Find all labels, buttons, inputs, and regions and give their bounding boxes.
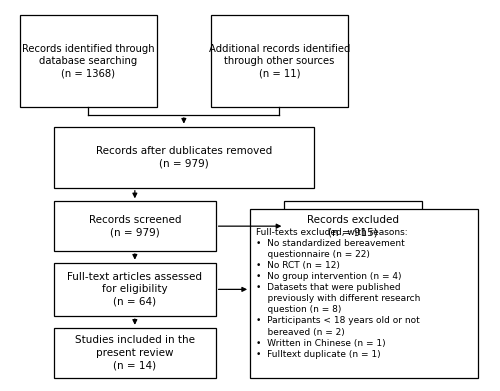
Text: Records after dublicates removed
(n = 979): Records after dublicates removed (n = 97… bbox=[96, 146, 272, 169]
FancyBboxPatch shape bbox=[54, 263, 216, 316]
Text: Records excluded
(n = 915): Records excluded (n = 915) bbox=[307, 215, 399, 237]
FancyBboxPatch shape bbox=[250, 209, 478, 378]
FancyBboxPatch shape bbox=[20, 15, 157, 108]
Text: Records identified through
database searching
(n = 1368): Records identified through database sear… bbox=[22, 44, 154, 79]
Text: Additional records identified
through other sources
(n = 11): Additional records identified through ot… bbox=[208, 44, 350, 79]
FancyBboxPatch shape bbox=[54, 201, 216, 251]
FancyBboxPatch shape bbox=[54, 328, 216, 378]
Text: Full-text articles assessed
for eligibility
(n = 64): Full-text articles assessed for eligibil… bbox=[68, 272, 202, 307]
FancyBboxPatch shape bbox=[54, 127, 314, 188]
FancyBboxPatch shape bbox=[284, 201, 422, 251]
Text: Studies included in the
present review
(n = 14): Studies included in the present review (… bbox=[75, 335, 195, 370]
Text: Full-texts excluded, with reasons:
•  No standardized bereavement
    questionna: Full-texts excluded, with reasons: • No … bbox=[256, 228, 420, 359]
FancyBboxPatch shape bbox=[211, 15, 348, 108]
Text: Records screened
(n = 979): Records screened (n = 979) bbox=[88, 215, 181, 237]
